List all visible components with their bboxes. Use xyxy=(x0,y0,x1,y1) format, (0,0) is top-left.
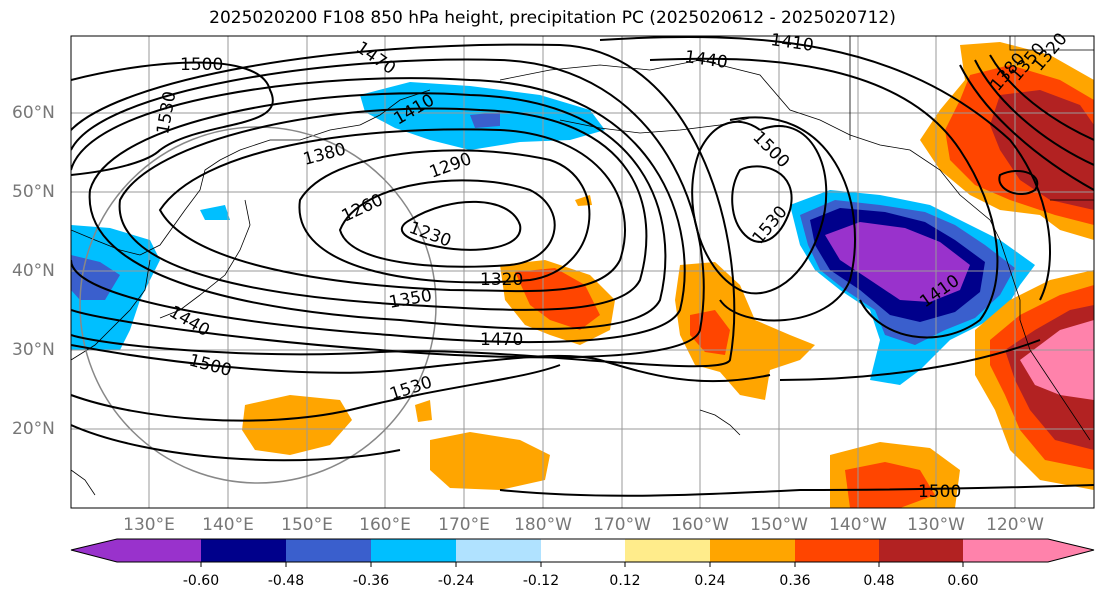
contour-1230 xyxy=(400,200,522,251)
lon-label: 150°E xyxy=(281,515,333,535)
colorbar xyxy=(70,538,1095,567)
coast-phillipines xyxy=(71,469,96,496)
contour-ak-1380 xyxy=(959,64,1094,191)
lon-label: 140°E xyxy=(202,515,254,535)
contour-1470-ne xyxy=(719,116,856,322)
lat-label: 50°N xyxy=(12,182,55,202)
lon-label: 160°E xyxy=(359,515,411,535)
colorbar-outline xyxy=(70,538,1095,563)
colorbar-segment xyxy=(963,539,1094,562)
contour-1410 xyxy=(71,77,686,344)
contour-1530-se xyxy=(779,339,1041,381)
lat-label: 40°N xyxy=(12,261,55,281)
colorbar-segment xyxy=(795,539,879,562)
contour-label: 1530 xyxy=(153,90,180,136)
lon-label: 120°W xyxy=(986,515,1044,535)
contour-1350 xyxy=(118,107,648,311)
map-title: 2025020200 F108 850 hPa height, precipit… xyxy=(209,8,896,28)
colorbar-label: 0.48 xyxy=(863,573,895,589)
contour-label: 1320 xyxy=(480,270,523,290)
contour-ak-1320 xyxy=(989,54,1094,141)
contour-label: 1290 xyxy=(427,149,474,183)
contour-1410-ne xyxy=(599,36,1051,301)
contour-label: 1440 xyxy=(683,47,729,73)
contour-1260 xyxy=(338,179,556,268)
precipitation-shading xyxy=(71,42,1094,508)
contour-label: 1530 xyxy=(387,372,434,404)
pos-area-south-west xyxy=(242,395,352,455)
contour-1500-se xyxy=(499,484,1094,497)
colorbar-segment xyxy=(371,539,456,562)
contour-1530-ne xyxy=(731,165,793,243)
contour-ak-1350 xyxy=(974,59,1094,166)
colorbar-label: -0.60 xyxy=(182,573,220,589)
height-contours xyxy=(71,36,1094,497)
lon-label: 170°W xyxy=(593,515,651,535)
colorbar-segment xyxy=(879,539,963,562)
contour-label: 1410 xyxy=(769,30,815,56)
contour-1500 xyxy=(71,61,274,176)
colorbar-segment xyxy=(71,539,201,562)
colorbar-segment xyxy=(625,539,710,562)
contour-1470 xyxy=(71,43,736,368)
contour-ak-loop xyxy=(998,170,1039,195)
contour-label: 1500 xyxy=(180,55,223,75)
contour-1290 xyxy=(298,149,591,284)
contour-label: 1440 xyxy=(166,302,213,341)
contour-1500-s xyxy=(71,344,771,383)
contour-label: 1260 xyxy=(339,190,387,226)
contour-1380 xyxy=(88,92,667,330)
colorbar-segment xyxy=(201,539,286,562)
contour-label: 1500 xyxy=(918,482,961,502)
contour-label: 1500 xyxy=(187,351,234,382)
colorbar-label: -0.48 xyxy=(267,573,305,589)
colorbar-segment xyxy=(541,539,625,562)
contour-1500-ne xyxy=(691,120,828,295)
contour-label: 1230 xyxy=(406,218,453,252)
map-frame xyxy=(70,35,1095,509)
lon-label: 150°W xyxy=(750,515,808,535)
colorbar-label: 0.12 xyxy=(609,573,641,589)
lat-label: 60°N xyxy=(12,103,55,123)
coast-alaska xyxy=(499,59,1001,241)
lat-label: 20°N xyxy=(12,419,55,439)
lon-label: 140°W xyxy=(829,515,887,535)
lat-label: 30°N xyxy=(12,340,55,360)
lon-label: 160°W xyxy=(671,515,729,535)
colorbar-segment xyxy=(286,539,371,562)
colorbar-label: 0.24 xyxy=(694,573,726,589)
coast-asia xyxy=(71,124,361,256)
neg-area-japan-west xyxy=(71,225,160,350)
colorbar-label: 0.36 xyxy=(779,573,811,589)
coast-kamchatka xyxy=(359,89,431,126)
colorbar-segment xyxy=(456,539,541,562)
range-circle xyxy=(79,126,437,484)
coast-hawaii xyxy=(699,409,741,436)
contour-1320 xyxy=(158,128,626,293)
colorbar-ticks xyxy=(200,562,964,567)
lon-label: 130°W xyxy=(907,515,965,535)
contour-label: 1470 xyxy=(480,330,523,350)
colorbar-label: 0.60 xyxy=(947,573,979,589)
lon-label: 170°E xyxy=(438,515,490,535)
contour-1440 xyxy=(71,58,705,359)
pos-area-south-central xyxy=(430,432,550,490)
contour-1440-ne xyxy=(649,57,999,339)
contour-label: 1380 xyxy=(301,139,348,170)
contour-label: 1530 xyxy=(749,202,792,248)
coast-north-america xyxy=(999,239,1091,441)
colorbar-segment xyxy=(710,539,795,562)
colorbar-label: -0.12 xyxy=(522,573,560,589)
contour-label: 1470 xyxy=(352,38,399,79)
lon-label: 130°E xyxy=(123,515,175,535)
lon-label: 180°W xyxy=(514,515,572,535)
contour-1530 xyxy=(71,364,561,422)
colorbar-label: -0.24 xyxy=(437,573,475,589)
colorbar-label: -0.36 xyxy=(352,573,390,589)
gridlines xyxy=(71,36,1094,508)
contour-1530-b xyxy=(71,424,401,462)
contour-label: 1350 xyxy=(387,286,433,313)
